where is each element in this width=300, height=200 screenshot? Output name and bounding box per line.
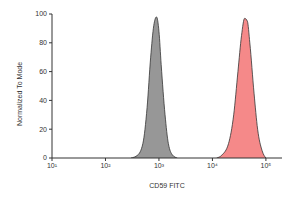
svg-text:10⁴: 10⁴ [207,162,218,169]
svg-text:10⁵: 10⁵ [261,162,272,169]
svg-text:0: 0 [43,154,47,161]
svg-text:20: 20 [39,126,47,133]
svg-text:CD59 FITC: CD59 FITC [149,182,184,189]
svg-text:10³: 10³ [154,162,165,169]
svg-text:60: 60 [39,68,47,75]
svg-text:100: 100 [35,10,47,17]
svg-text:40: 40 [39,97,47,104]
svg-text:10¹: 10¹ [47,162,58,169]
svg-text:10²: 10² [100,162,111,169]
svg-text:Normalized To Mode: Normalized To Mode [16,62,23,126]
svg-text:80: 80 [39,39,47,46]
